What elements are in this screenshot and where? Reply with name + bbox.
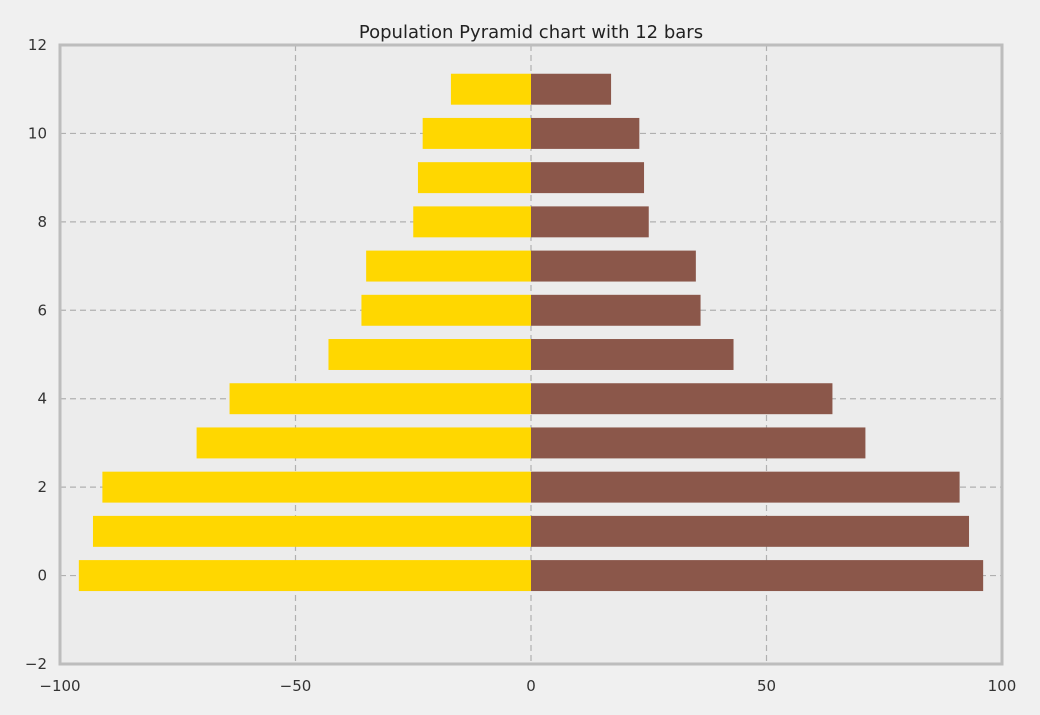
y-tick-label: 4	[37, 390, 47, 408]
bar-left	[422, 117, 531, 149]
bar-left	[229, 383, 531, 415]
y-tick-label: 6	[37, 301, 47, 319]
y-tick-label: 10	[28, 124, 47, 142]
bar-left	[413, 206, 531, 238]
bar-left	[92, 515, 531, 547]
bar-right	[531, 206, 649, 238]
bar-left	[78, 560, 531, 592]
bar-left	[196, 427, 531, 459]
y-tick-label: 0	[37, 567, 47, 585]
bar-right	[531, 162, 645, 194]
chart-title: Population Pyramid chart with 12 bars	[359, 22, 703, 43]
y-tick-label: 2	[37, 478, 47, 496]
bar-left	[361, 294, 531, 326]
bar-right	[531, 383, 833, 415]
x-tick-label: −100	[39, 677, 80, 695]
x-tick-label: 0	[526, 677, 536, 695]
y-tick-label: 12	[28, 36, 47, 54]
y-tick-label: −2	[25, 655, 47, 673]
bar-left	[417, 162, 531, 194]
bar-right	[531, 560, 984, 592]
bar-left	[450, 73, 531, 105]
bar-right	[531, 339, 734, 370]
x-tick-label: 100	[988, 677, 1017, 695]
bar-left	[328, 339, 531, 370]
bar-right	[531, 73, 612, 105]
bar-right	[531, 294, 701, 326]
y-tick-label: 8	[37, 213, 47, 231]
x-tick-label: −50	[280, 677, 312, 695]
bar-left	[366, 250, 531, 282]
bar-right	[531, 515, 970, 547]
bar-right	[531, 427, 866, 459]
bar-right	[531, 117, 640, 149]
bar-right	[531, 250, 696, 282]
bar-left	[102, 471, 531, 503]
bar-right	[531, 471, 960, 503]
x-tick-label: 50	[757, 677, 776, 695]
plot-frame	[58, 43, 1004, 666]
